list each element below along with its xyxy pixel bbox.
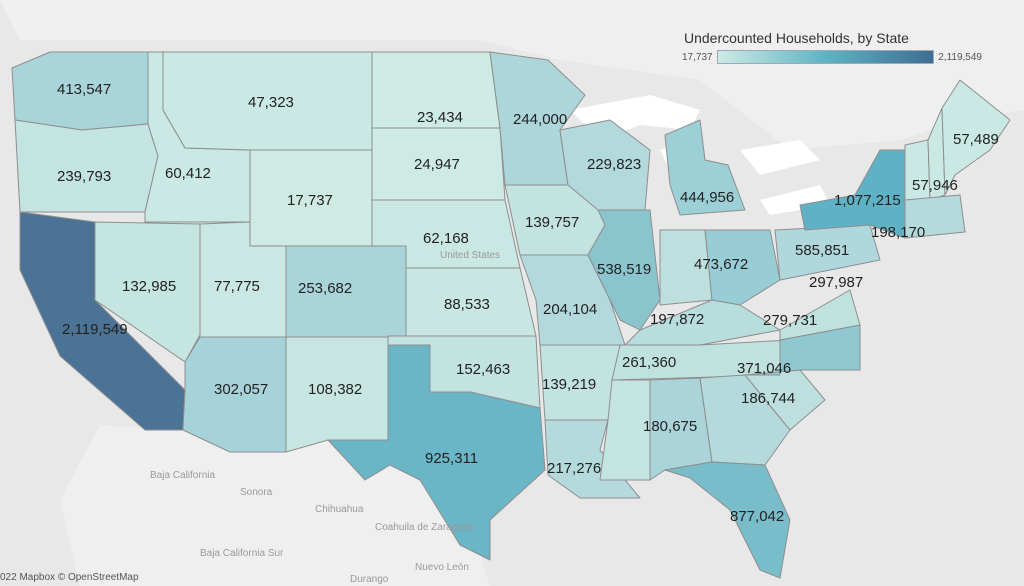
place-label-coahuila: Coahuila de Zaragoza — [375, 522, 474, 533]
country-label: United States — [440, 250, 500, 261]
state-value-label: 23,434 — [417, 109, 463, 126]
state-value-label: 204,104 — [543, 301, 597, 318]
legend-min-label: 17,737 — [682, 51, 713, 63]
state-value-label: 925,311 — [425, 450, 478, 467]
state-value-label: 24,947 — [414, 156, 460, 173]
state-MI[interactable] — [664, 119, 746, 216]
state-MS[interactable] — [599, 379, 651, 481]
state-value-label: 297,987 — [809, 274, 863, 291]
state-value-label: 180,675 — [643, 418, 697, 435]
place-label-durango: Durango — [350, 574, 389, 585]
state-TX[interactable] — [327, 344, 546, 561]
state-value-label: 877,042 — [730, 508, 784, 525]
state-value-label: 244,000 — [513, 111, 567, 128]
place-label-baja-california-sur: Baja California Sur — [200, 548, 284, 559]
place-label-nuevo-leon: Nuevo León — [415, 562, 469, 573]
state-value-label: 139,757 — [525, 214, 579, 231]
place-label-chihuahua: Chihuahua — [315, 504, 364, 515]
state-IL[interactable] — [587, 209, 661, 331]
state-NE-coast[interactable] — [904, 194, 966, 239]
state-value-label: 62,168 — [423, 230, 469, 247]
state-OR[interactable] — [14, 119, 159, 213]
great-lakes — [570, 95, 830, 215]
color-legend: Undercounted Households, by State 17,737… — [682, 30, 982, 64]
state-value-label: 413,547 — [57, 81, 111, 98]
state-value-label: 152,463 — [456, 361, 510, 378]
legend-max-label: 2,119,549 — [938, 51, 982, 63]
state-value-label: 444,956 — [680, 189, 734, 206]
state-FL[interactable] — [664, 461, 791, 579]
state-value-label: 77,775 — [214, 278, 260, 295]
state-value-label: 139,219 — [542, 376, 596, 393]
state-value-label: 2,119,549 — [62, 321, 128, 338]
state-value-label: 239,793 — [57, 168, 111, 185]
state-value-label: 279,731 — [763, 312, 817, 329]
state-value-label: 198,170 — [871, 224, 925, 241]
legend-title: Undercounted Households, by State — [684, 30, 909, 46]
state-VA[interactable] — [779, 289, 861, 341]
place-label-baja-california: Baja California — [150, 470, 215, 481]
canada-land — [0, 0, 1024, 150]
state-value-label: 253,682 — [298, 280, 352, 297]
state-value-label: 1,077,215 — [834, 192, 901, 209]
state-GA[interactable] — [699, 374, 791, 466]
state-value-label: 17,737 — [287, 192, 333, 209]
state-value-label: 217,276 — [547, 460, 601, 477]
state-value-label: 473,672 — [694, 256, 748, 273]
state-value-label: 371,046 — [737, 360, 791, 377]
state-value-label: 229,823 — [587, 156, 641, 173]
state-value-label: 60,412 — [165, 165, 211, 182]
state-NV[interactable] — [94, 221, 201, 363]
state-value-label: 585,851 — [795, 242, 849, 259]
legend-gradient-bar — [716, 50, 935, 64]
state-OH[interactable] — [704, 229, 781, 306]
state-value-label: 302,057 — [214, 381, 268, 398]
legend-scale: 17,737 2,119,549 — [682, 50, 982, 64]
state-value-label: 57,946 — [912, 177, 958, 194]
state-value-label: 132,985 — [122, 278, 176, 295]
state-value-label: 261,360 — [622, 354, 676, 371]
state-value-label: 186,744 — [741, 390, 795, 407]
state-value-label: 538,519 — [597, 261, 651, 278]
state-value-label: 108,382 — [308, 381, 362, 398]
place-label-sonora: Sonora — [240, 487, 273, 498]
state-ME[interactable] — [941, 79, 1011, 196]
state-value-label: 47,323 — [248, 94, 294, 111]
state-value-label: 88,533 — [444, 296, 490, 313]
map-attribution[interactable]: 022 Mapbox © OpenStreetMap — [0, 572, 139, 583]
state-value-label: 57,489 — [953, 131, 999, 148]
state-value-label: 197,872 — [650, 311, 704, 328]
